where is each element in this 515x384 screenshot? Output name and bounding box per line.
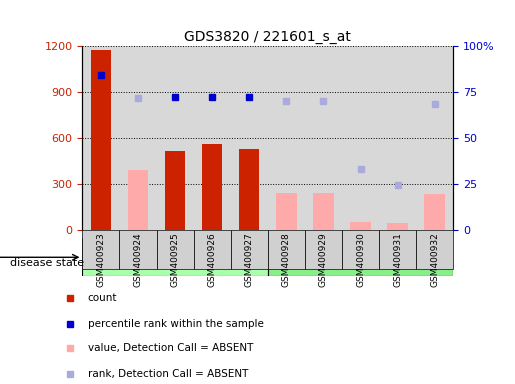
Bar — [202, 144, 222, 230]
FancyBboxPatch shape — [379, 230, 416, 269]
Text: GSM400923: GSM400923 — [96, 232, 106, 287]
Text: GSM400924: GSM400924 — [133, 232, 143, 287]
Bar — [424, 194, 445, 230]
FancyBboxPatch shape — [268, 238, 453, 276]
FancyBboxPatch shape — [194, 230, 231, 269]
Bar — [416, 46, 453, 230]
Bar — [157, 46, 194, 230]
Text: GSM400925: GSM400925 — [170, 232, 180, 287]
Text: GSM400929: GSM400929 — [319, 232, 328, 287]
FancyBboxPatch shape — [82, 230, 119, 269]
Title: GDS3820 / 221601_s_at: GDS3820 / 221601_s_at — [184, 30, 351, 44]
Bar — [231, 46, 268, 230]
FancyBboxPatch shape — [231, 230, 268, 269]
Text: GSM400927: GSM400927 — [245, 232, 254, 287]
FancyBboxPatch shape — [416, 230, 453, 269]
Bar — [313, 193, 334, 230]
Bar — [379, 46, 416, 230]
FancyBboxPatch shape — [82, 238, 268, 276]
FancyBboxPatch shape — [119, 230, 157, 269]
Text: disease state: disease state — [10, 258, 84, 268]
Bar — [91, 50, 111, 230]
Text: value, Detection Call = ABSENT: value, Detection Call = ABSENT — [88, 343, 253, 354]
Bar — [350, 222, 371, 230]
Text: autosomal dominant monocytopenia: autosomal dominant monocytopenia — [277, 253, 444, 262]
Bar — [276, 193, 297, 230]
Text: GSM400931: GSM400931 — [393, 232, 402, 287]
Bar — [305, 46, 342, 230]
Bar — [128, 170, 148, 230]
Text: control: control — [156, 252, 194, 262]
Bar — [239, 149, 260, 230]
Bar — [119, 46, 157, 230]
Bar — [387, 223, 408, 230]
FancyBboxPatch shape — [305, 230, 342, 269]
FancyBboxPatch shape — [157, 230, 194, 269]
Text: GSM400928: GSM400928 — [282, 232, 291, 287]
Text: GSM400926: GSM400926 — [208, 232, 217, 287]
Text: rank, Detection Call = ABSENT: rank, Detection Call = ABSENT — [88, 369, 248, 379]
Text: count: count — [88, 293, 117, 303]
Bar — [268, 46, 305, 230]
Bar — [342, 46, 379, 230]
Text: GSM400932: GSM400932 — [430, 232, 439, 287]
Bar — [165, 151, 185, 230]
FancyBboxPatch shape — [268, 230, 305, 269]
Text: percentile rank within the sample: percentile rank within the sample — [88, 318, 264, 329]
Bar — [82, 46, 119, 230]
Bar — [194, 46, 231, 230]
Text: GSM400930: GSM400930 — [356, 232, 365, 287]
FancyBboxPatch shape — [342, 230, 379, 269]
